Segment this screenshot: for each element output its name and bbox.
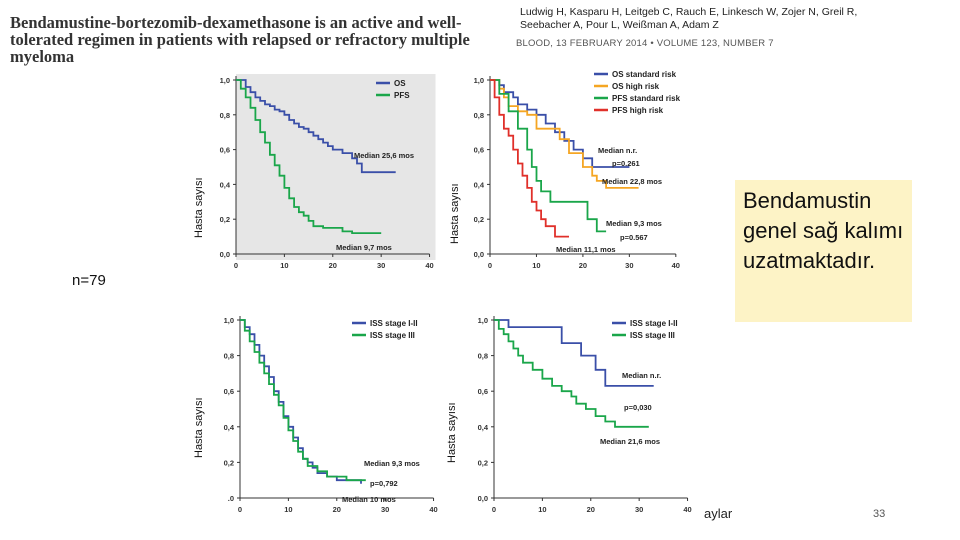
y-tick-label: 0,8: [474, 111, 484, 120]
y-tick-label: 0,4: [478, 423, 489, 432]
x-tick-label: 20: [329, 261, 337, 270]
legend-label: PFS: [394, 91, 410, 100]
x-tick-label: 10: [538, 505, 546, 514]
curve-annotation: p=0,030: [624, 403, 652, 412]
plot-background: [236, 74, 436, 260]
survival-curve-os-standard-risk: [490, 79, 630, 168]
x-tick-label: 40: [683, 505, 691, 514]
curve-annotation: p=0.567: [620, 233, 648, 242]
x-tick-label: 20: [587, 505, 595, 514]
curve-annotation: Median 9,7 mos: [336, 243, 392, 252]
legend-label: ISS stage III: [630, 331, 675, 340]
y-tick-label: 0,4: [474, 180, 485, 189]
x-tick-label: 40: [425, 261, 433, 270]
y-tick-label: 0,6: [478, 387, 488, 396]
y-tick-label: 1,0: [474, 76, 484, 85]
x-tick-label: 40: [672, 261, 680, 270]
x-tick-label: 10: [532, 261, 540, 270]
y-axis-label-3: Hasta sayısı: [193, 397, 205, 458]
y-tick-label: 0,8: [478, 352, 488, 361]
curve-annotation: Median 9,3 mos: [364, 459, 420, 468]
y-tick-label: 0,6: [474, 146, 484, 155]
x-tick-label: 10: [284, 505, 292, 514]
y-tick-label: 0,0: [478, 494, 488, 503]
survival-curve-iss-stage-i-ii: [240, 319, 362, 484]
survival-curve-pfs: [236, 79, 382, 234]
plot-group: 0,0 0,2 0,4 0,6 0,8 1,0 0 10 20 30 40 OS standard r…: [474, 70, 681, 270]
y-tick-label: .0: [228, 494, 234, 503]
x-tick-label: 20: [333, 505, 341, 514]
curve-annotation: Median 25,6 mos: [354, 151, 414, 160]
y-tick-label: 0,4: [224, 423, 235, 432]
curve-annotation: p=0.261: [612, 159, 640, 168]
sample-size-label: n=79: [72, 272, 106, 289]
y-tick-label: 1,0: [478, 316, 488, 325]
curve-annotation: Median 11,1 mos: [556, 245, 616, 254]
plot-group: 0,0 0,2 0,4 0,6 0,8 1,0 0 10 20 30 40 OS PFS Median 2…: [220, 74, 436, 270]
legend-label: ISS stage I-II: [370, 319, 418, 328]
y-tick-label: 0,0: [220, 250, 230, 259]
curve-annotation: Median 21,6 mos: [600, 437, 660, 446]
y-tick-label: 0,0: [474, 250, 484, 259]
legend-label: OS: [394, 79, 406, 88]
legend-label: OS standard risk: [612, 70, 677, 79]
x-tick-label: 0: [492, 505, 496, 514]
page-number: 33: [873, 508, 886, 520]
x-tick-label: 0: [488, 261, 492, 270]
curve-annotation: Median n.r.: [622, 371, 661, 380]
survival-curve-iss-stage-iii: [240, 319, 366, 482]
article-title: Bendamustine-bortezomib-dexamethasone is…: [10, 13, 470, 66]
legend-label: ISS stage I-II: [630, 319, 678, 328]
y-axis-label-4: Hasta sayısı: [446, 402, 458, 463]
y-tick-label: 0,4: [220, 180, 231, 189]
y-tick-label: 1,0: [220, 76, 230, 85]
survival-curve-os-high-risk: [490, 79, 639, 189]
curve-annotation: Median 22,8 mos: [602, 177, 662, 186]
author-list: Ludwig H, Kasparu H, Leitgeb C, Rauch E,…: [520, 6, 858, 31]
legend-label: OS high risk: [612, 82, 660, 91]
plot-group: .0 0,2 0,4 0,6 0,8 1,0 0 10 20 30 40 ISS stage I-II…: [224, 316, 438, 514]
x-tick-label: 30: [377, 261, 385, 270]
x-tick-label: 30: [625, 261, 633, 270]
x-tick-label: 0: [238, 505, 242, 514]
y-tick-label: 0,8: [224, 352, 234, 361]
curve-annotation: p=0,792: [370, 479, 398, 488]
curve-annotation: Median n.r.: [598, 146, 637, 155]
legend-label: PFS high risk: [612, 106, 664, 115]
survival-curve-pfs-standard-risk: [490, 79, 607, 233]
legend-label: ISS stage III: [370, 331, 415, 340]
y-tick-label: 0,2: [224, 458, 234, 467]
survival-curve-iss-stage-iii: [494, 319, 649, 428]
x-tick-label: 30: [381, 505, 389, 514]
curve-annotation: Median 10 mos: [342, 495, 396, 504]
curve-annotation: Median 9,3 mos: [606, 219, 662, 228]
survival-curve-pfs-high-risk: [490, 79, 569, 238]
x-tick-label: 0: [234, 261, 238, 270]
legend-label: PFS standard risk: [612, 94, 681, 103]
y-axis-label-2: Hasta sayısı: [449, 183, 461, 244]
y-tick-label: 0,6: [220, 146, 230, 155]
y-tick-label: 0,8: [220, 111, 230, 120]
x-axis-unit-label: aylar: [704, 506, 733, 521]
survival-curve-os: [236, 79, 396, 174]
x-tick-label: 30: [635, 505, 643, 514]
y-tick-label: 0,2: [220, 215, 230, 224]
plot-group: 0,0 0,2 0,4 0,6 0,8 1,0 0 10 20 30 40 ISS stage I-I…: [478, 316, 692, 514]
y-tick-label: 0,2: [478, 458, 488, 467]
y-tick-label: 1,0: [224, 316, 234, 325]
journal-citation: BLOOD, 13 FEBRUARY 2014 • VOLUME 123, NU…: [516, 38, 774, 49]
survival-curve-iss-stage-i-ii: [494, 319, 654, 387]
y-axis-label-1: Hasta sayısı: [193, 177, 205, 238]
x-tick-label: 40: [429, 505, 437, 514]
highlight-note: Bendamustin genel sağ kalımı uzatmaktadı…: [735, 180, 912, 322]
x-tick-label: 10: [280, 261, 288, 270]
y-tick-label: 0,2: [474, 215, 484, 224]
x-tick-label: 20: [579, 261, 587, 270]
y-tick-label: 0,6: [224, 387, 234, 396]
